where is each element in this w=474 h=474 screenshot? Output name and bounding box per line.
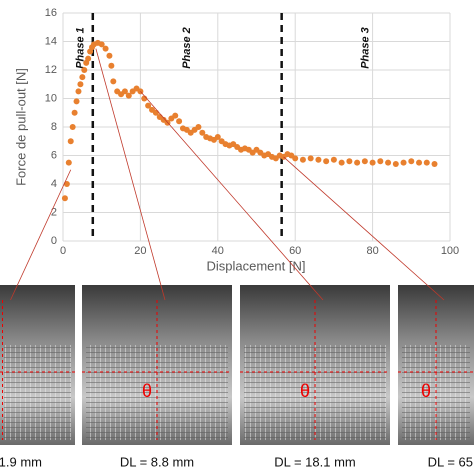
- data-point: [315, 156, 322, 163]
- data-point: [323, 158, 330, 165]
- arrow: [283, 156, 445, 301]
- data-point: [67, 138, 74, 145]
- data-point: [299, 156, 306, 163]
- x-axis-label: Displacement [N]: [207, 258, 306, 273]
- x-tick-label: 80: [366, 245, 378, 257]
- x-tick-label: 40: [212, 245, 224, 257]
- data-point: [61, 195, 68, 202]
- data-point: [292, 155, 299, 162]
- data-point: [75, 88, 82, 95]
- data-point: [69, 124, 76, 130]
- angle-symbol: θ: [142, 381, 152, 401]
- data-point: [377, 158, 384, 165]
- data-point: [125, 92, 132, 99]
- y-tick-label: 6: [51, 149, 57, 161]
- angle-symbol: θ: [421, 381, 431, 401]
- phase-label: Phase 3: [360, 27, 372, 69]
- data-point: [195, 124, 202, 130]
- data-point: [102, 45, 109, 52]
- data-point: [330, 156, 337, 163]
- data-point: [385, 159, 392, 166]
- data-point: [408, 158, 415, 165]
- data-point: [369, 159, 376, 166]
- data-point: [110, 78, 117, 85]
- photo-label: DL = 1.9 mm: [0, 454, 42, 469]
- y-tick-label: 10: [45, 92, 57, 104]
- phase-label: Phase 2: [181, 27, 193, 69]
- data-point: [85, 55, 92, 62]
- y-tick-label: 12: [45, 64, 57, 76]
- y-tick-label: 4: [51, 178, 57, 190]
- data-point: [400, 159, 407, 166]
- photo-label: DL = 18.1 mm: [274, 454, 356, 469]
- data-point: [81, 67, 88, 73]
- data-point: [145, 102, 152, 109]
- photo-mesh: [4, 345, 71, 440]
- data-point: [431, 161, 438, 168]
- data-point: [423, 159, 430, 166]
- y-tick-label: 14: [45, 35, 57, 47]
- y-tick-label: 16: [45, 7, 57, 19]
- y-axis-label: Force de pull-out [N]: [13, 68, 28, 186]
- y-tick-label: 0: [51, 235, 57, 247]
- photo-label: DL = 8.8 mm: [120, 454, 194, 469]
- data-point: [65, 159, 72, 166]
- data-point: [346, 158, 353, 165]
- phase-label: Phase 1: [75, 27, 87, 69]
- data-point: [73, 98, 80, 105]
- arrow: [140, 91, 324, 301]
- data-point: [307, 155, 314, 162]
- angle-symbol: θ: [300, 381, 310, 401]
- x-tick-label: 20: [134, 245, 146, 257]
- data-point: [79, 74, 86, 81]
- data-point: [77, 81, 84, 88]
- x-tick-label: 60: [289, 245, 301, 257]
- y-tick-label: 2: [51, 206, 57, 218]
- data-point: [172, 112, 179, 119]
- data-point: [71, 109, 78, 116]
- data-point: [416, 159, 423, 166]
- data-point: [361, 158, 368, 165]
- data-point: [108, 62, 115, 69]
- arrow: [10, 169, 72, 301]
- data-point: [392, 161, 399, 168]
- data-point: [176, 118, 183, 125]
- data-point: [214, 133, 221, 140]
- data-point: [354, 159, 361, 166]
- data-point: [106, 52, 113, 59]
- data-point: [338, 159, 345, 166]
- data-point: [121, 88, 128, 95]
- photo-label: DL = 65: [428, 454, 473, 469]
- y-tick-label: 8: [51, 121, 57, 133]
- x-tick-label: 100: [441, 245, 459, 257]
- x-tick-label: 0: [60, 245, 66, 257]
- data-point: [199, 129, 206, 136]
- data-point: [63, 181, 70, 187]
- data-point: [98, 41, 105, 48]
- arrow: [95, 48, 166, 301]
